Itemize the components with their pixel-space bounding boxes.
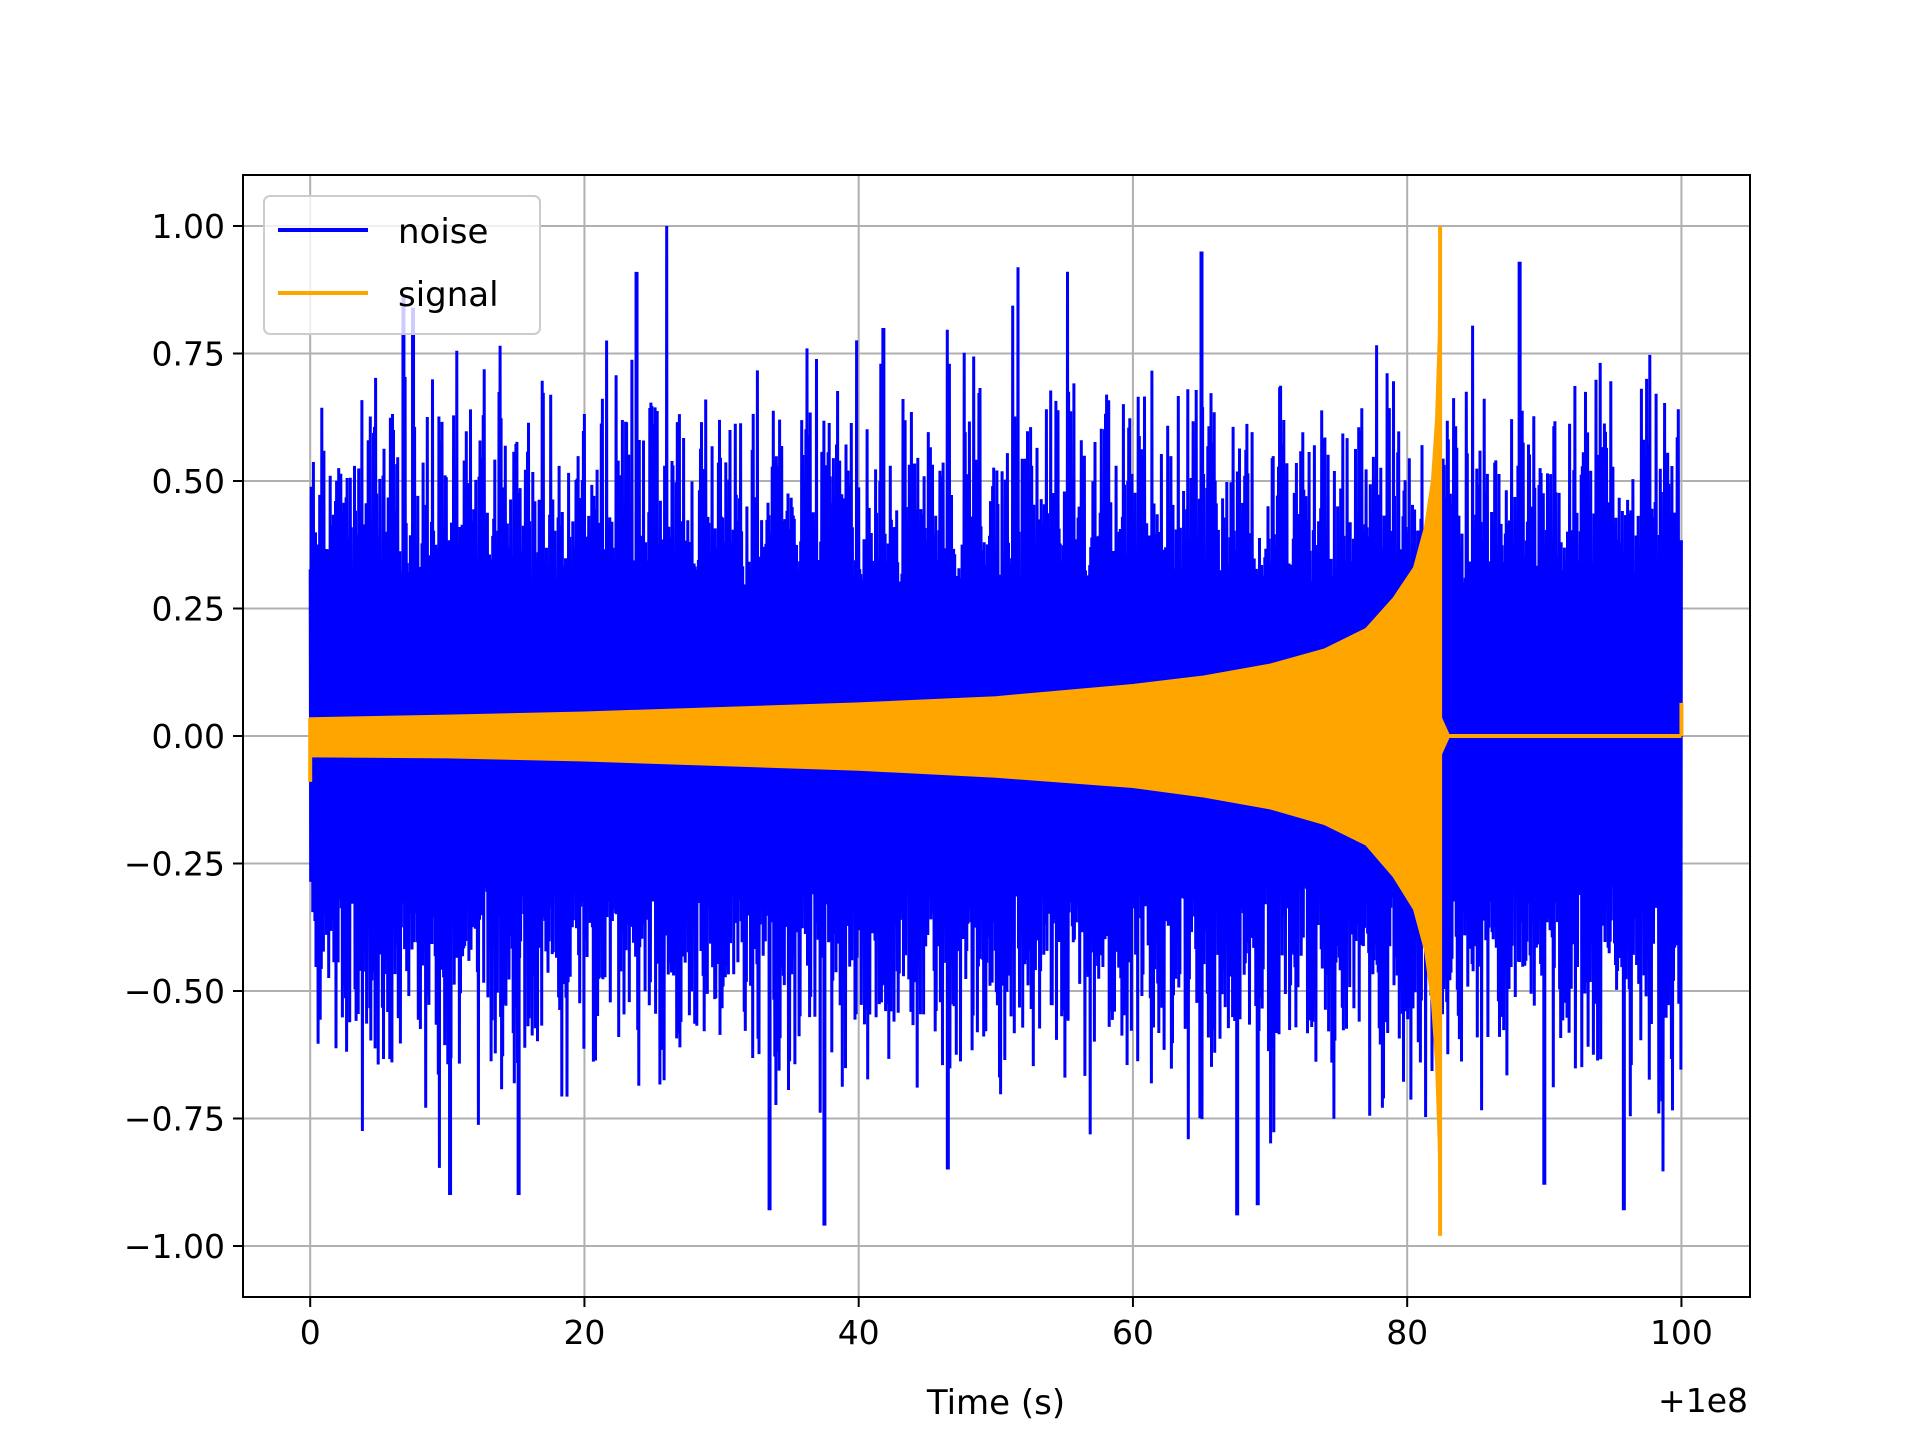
y-tick-label: −0.25 [124, 845, 225, 884]
x-axis-ticks: 0 20 40 60 80 100 [300, 1297, 1713, 1352]
y-tick-label: 0.00 [152, 717, 225, 756]
x-tick-label: 20 [563, 1313, 605, 1352]
x-axis-label: Time (s) [926, 1383, 1065, 1423]
y-tick-label: −1.00 [124, 1227, 225, 1266]
x-tick-label: 100 [1650, 1313, 1713, 1352]
legend-label-noise: noise [398, 212, 488, 252]
x-tick-label: 80 [1386, 1313, 1428, 1352]
x-axis-offset-label: +1e8 [1658, 1381, 1748, 1420]
x-tick-label: 40 [838, 1313, 880, 1352]
y-tick-label: 0.50 [152, 462, 225, 501]
series-noise [308, 225, 1683, 1226]
plot-area [308, 225, 1684, 1236]
legend-label-signal: signal [398, 275, 499, 315]
y-tick-label: −0.75 [124, 1100, 225, 1139]
y-tick-label: −0.50 [124, 972, 225, 1011]
y-tick-label: 0.25 [152, 590, 225, 629]
y-tick-label: 1.00 [152, 207, 225, 246]
x-tick-label: 0 [300, 1313, 321, 1352]
y-axis-ticks: 1.00 0.75 0.50 0.25 0.00 −0.25 −0.50 −0.75 −1.00 [124, 207, 243, 1266]
series-signal [308, 225, 1684, 1236]
legend: noise signal [263, 195, 541, 335]
noise-line [308, 225, 1683, 1172]
y-tick-label: 0.75 [152, 335, 225, 374]
x-tick-label: 60 [1112, 1313, 1154, 1352]
signal-ringdown [1439, 715, 1450, 757]
